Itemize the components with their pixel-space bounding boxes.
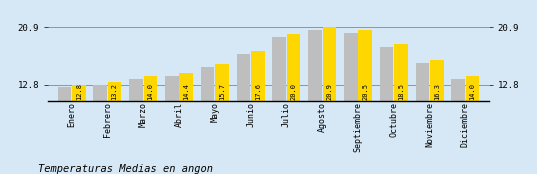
Bar [358, 30, 372, 174]
Bar [287, 34, 300, 174]
Bar [143, 76, 157, 174]
Bar [237, 54, 250, 174]
Bar [215, 64, 229, 174]
Bar [272, 37, 286, 174]
Bar [72, 85, 85, 174]
Bar [251, 51, 265, 174]
Bar [308, 30, 322, 174]
Bar [323, 27, 336, 174]
Text: 20.9: 20.9 [326, 83, 332, 100]
Text: 14.4: 14.4 [183, 83, 189, 100]
Bar [57, 88, 71, 174]
Bar [416, 63, 429, 174]
Bar [430, 60, 444, 174]
Text: 16.3: 16.3 [434, 83, 440, 100]
Bar [394, 44, 408, 174]
Bar [466, 76, 480, 174]
Bar [108, 82, 121, 174]
Text: 18.5: 18.5 [398, 83, 404, 100]
Text: 17.6: 17.6 [255, 83, 261, 100]
Bar [344, 33, 358, 174]
Text: 14.0: 14.0 [147, 83, 154, 100]
Text: 12.8: 12.8 [76, 83, 82, 100]
Text: 15.7: 15.7 [219, 83, 225, 100]
Text: 20.0: 20.0 [291, 83, 296, 100]
Bar [179, 73, 193, 174]
Bar [93, 85, 107, 174]
Bar [129, 79, 143, 174]
Text: 14.0: 14.0 [469, 83, 476, 100]
Bar [165, 76, 179, 174]
Bar [201, 67, 214, 174]
Text: Temperaturas Medias en angon: Temperaturas Medias en angon [38, 164, 213, 174]
Bar [452, 79, 465, 174]
Text: 13.2: 13.2 [112, 83, 118, 100]
Bar [380, 47, 394, 174]
Text: 20.5: 20.5 [362, 83, 368, 100]
